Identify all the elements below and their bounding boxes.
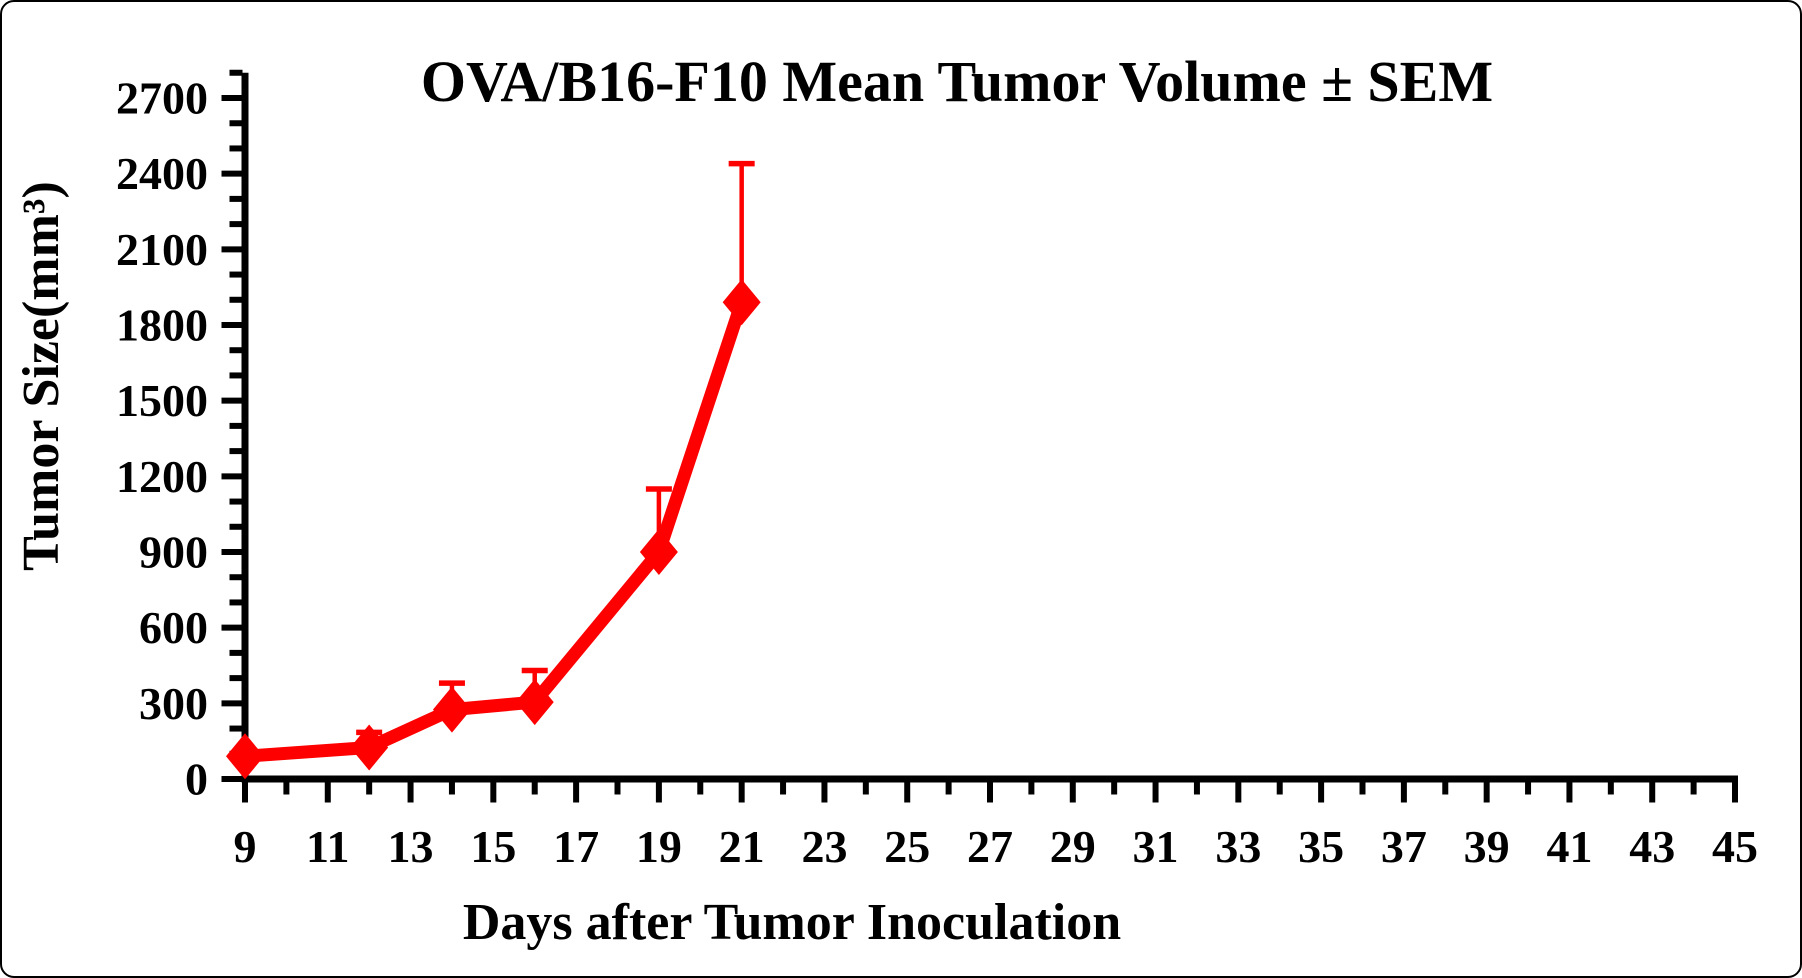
x-tick-label: 17 <box>553 821 599 872</box>
y-tick-label: 2400 <box>116 148 208 199</box>
x-tick-label: 39 <box>1464 821 1510 872</box>
y-tick-label: 600 <box>139 602 208 653</box>
x-tick-label: 19 <box>636 821 682 872</box>
data-point-marker <box>515 679 554 726</box>
y-axis-title: Tumor Size(mm³) <box>13 181 70 571</box>
data-series-line <box>244 300 748 763</box>
x-tick-label: 15 <box>470 821 516 872</box>
y-tick-label: 0 <box>185 754 208 805</box>
x-tick-label: 27 <box>967 821 1013 872</box>
x-tick-label: 21 <box>719 821 765 872</box>
x-tick-label: 11 <box>306 821 349 872</box>
y-tick-label: 300 <box>139 678 208 729</box>
x-tick-label: 13 <box>388 821 434 872</box>
y-tick-label: 1800 <box>116 300 208 351</box>
x-tick-label: 35 <box>1298 821 1344 872</box>
y-tick-label: 900 <box>139 527 208 578</box>
x-tick-label: 43 <box>1629 821 1675 872</box>
chart-title: OVA/B16-F10 Mean Tumor Volume ± SEM <box>421 49 1493 114</box>
x-tick-label: 23 <box>801 821 847 872</box>
y-tick-label: 2700 <box>116 73 208 124</box>
y-tick-label: 2100 <box>116 224 208 275</box>
data-point-marker <box>350 724 389 771</box>
x-tick-label: 33 <box>1215 821 1261 872</box>
x-tick-label: 41 <box>1546 821 1592 872</box>
x-tick-label: 37 <box>1381 821 1427 872</box>
x-tick-label: 9 <box>234 821 257 872</box>
x-tick-label: 29 <box>1050 821 1096 872</box>
data-point-marker <box>639 529 678 575</box>
x-axis-title: Days after Tumor Inoculation <box>463 894 1121 951</box>
data-point-marker <box>722 279 761 326</box>
y-tick-label: 1200 <box>116 451 208 502</box>
data-point-marker <box>432 686 471 733</box>
x-tick-label: 25 <box>884 821 930 872</box>
x-tick-label: 45 <box>1712 821 1758 872</box>
x-tick-label: 31 <box>1133 821 1179 872</box>
y-tick-label: 1500 <box>116 375 208 426</box>
data-point-marker <box>226 733 264 780</box>
